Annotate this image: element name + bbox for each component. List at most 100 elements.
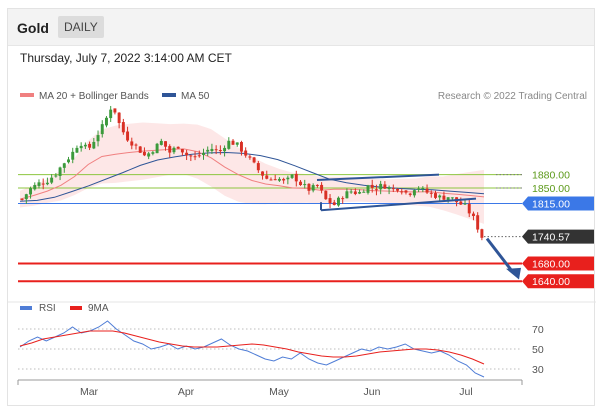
candle-body xyxy=(223,147,227,152)
candle-body xyxy=(24,194,28,200)
candle-body xyxy=(227,140,231,149)
legend-swatch-ma50 xyxy=(162,93,176,97)
candle-body xyxy=(261,171,265,176)
candle-body xyxy=(206,149,210,152)
candle-body xyxy=(100,124,104,135)
candle-body xyxy=(383,184,387,189)
candle-body xyxy=(88,143,92,148)
candle-body xyxy=(429,192,433,194)
level-label-1850.00: 1850.00 xyxy=(532,183,570,195)
chart-panel: Gold DAILY Thursday, July 7, 2022 3:14:0… xyxy=(7,8,596,406)
candle-body xyxy=(328,198,332,204)
candle-body xyxy=(104,117,108,126)
candle-body xyxy=(75,147,79,153)
candle-body xyxy=(315,184,319,186)
candle-body xyxy=(130,141,134,146)
candle-body xyxy=(92,141,96,149)
candle-body xyxy=(277,178,281,181)
level-label-1880.00: 1880.00 xyxy=(532,170,570,182)
candle-body xyxy=(151,152,155,154)
candle-body xyxy=(442,195,446,200)
candle-body xyxy=(265,175,269,179)
rsi-legend-swatch xyxy=(20,306,32,310)
rsi-legend-label: RSI xyxy=(39,303,56,314)
candle-body xyxy=(138,146,142,153)
candle-body xyxy=(370,184,374,188)
candle-body xyxy=(434,193,437,198)
candle-body xyxy=(159,140,163,145)
chart-datetime: Thursday, July 7, 2022 3:14:00 AM CET xyxy=(20,51,232,65)
candle-body xyxy=(202,152,205,155)
candle-body xyxy=(290,174,294,178)
candle-body xyxy=(307,183,311,191)
candle-body xyxy=(336,197,340,206)
candle-body xyxy=(41,183,45,185)
level-label-1815.00: 1815.00 xyxy=(532,199,570,211)
x-tick-may: May xyxy=(269,386,290,398)
x-tick-mar: Mar xyxy=(80,386,99,398)
candle-body xyxy=(248,156,252,158)
candle-body xyxy=(341,198,345,200)
candle-body xyxy=(155,143,159,154)
candle-body xyxy=(324,190,328,200)
candle-body xyxy=(20,198,24,200)
candle-body xyxy=(79,145,83,149)
candle-body xyxy=(58,167,62,176)
candle-body xyxy=(387,187,391,190)
candle-body xyxy=(172,147,176,153)
candle-body xyxy=(96,135,100,142)
candle-body xyxy=(476,215,480,230)
candle-body xyxy=(197,155,201,157)
candle-body xyxy=(62,163,66,168)
chart-source: Research © 2022 Trading Central xyxy=(438,91,587,102)
candle-body xyxy=(71,151,75,160)
candle-body xyxy=(463,203,467,205)
candle-body xyxy=(83,144,87,147)
candle-body xyxy=(121,122,125,133)
candle-body xyxy=(239,142,243,152)
candle-body xyxy=(421,188,425,190)
candle-body xyxy=(362,191,366,193)
candle-body xyxy=(109,109,113,119)
candle-body xyxy=(50,177,54,183)
rsi-tick-70: 70 xyxy=(532,324,544,336)
rsi-tick-50: 50 xyxy=(532,344,544,356)
candle-body xyxy=(231,140,235,145)
candle-body xyxy=(164,141,168,147)
candle-body xyxy=(214,149,218,151)
candle-body xyxy=(353,191,357,195)
candle-body xyxy=(459,201,463,205)
candle-body xyxy=(358,192,362,194)
bollinger-band xyxy=(20,122,484,224)
candle-body xyxy=(408,193,412,195)
candle-body xyxy=(185,152,189,156)
candle-body xyxy=(349,191,353,193)
x-tick-jun: Jun xyxy=(364,386,381,398)
price-chart: MA 20 + Bollinger Bands MA 50 Research © 2… xyxy=(8,91,596,398)
candle-body xyxy=(117,112,121,124)
level-tag-1640.00 xyxy=(522,274,594,289)
timeframe-badge[interactable]: DAILY xyxy=(58,16,104,38)
chart-header: Gold DAILY xyxy=(8,9,594,46)
candle-body xyxy=(303,184,307,186)
projection-arrow-shaft xyxy=(485,237,515,274)
candle-body xyxy=(37,182,41,186)
candle-body xyxy=(252,157,256,163)
candle-body xyxy=(256,163,260,171)
trend-line-upper xyxy=(316,173,440,182)
candle-body xyxy=(193,156,197,158)
ma50-line xyxy=(19,151,485,202)
candle-body xyxy=(379,183,383,190)
level-tag-1680.00 xyxy=(522,256,594,271)
level-tag-1740.57 xyxy=(522,229,594,244)
candle-body xyxy=(345,191,349,199)
legend-label-ma20: MA 20 + Bollinger Bands xyxy=(39,91,149,102)
candle-body xyxy=(134,144,138,146)
candle-body xyxy=(113,108,117,113)
candle-body xyxy=(412,190,416,196)
candle-body xyxy=(29,188,33,195)
candle-body xyxy=(467,203,471,214)
candle-body xyxy=(438,195,442,198)
candle-body xyxy=(235,142,239,145)
legend-swatch-ma20 xyxy=(20,93,34,97)
